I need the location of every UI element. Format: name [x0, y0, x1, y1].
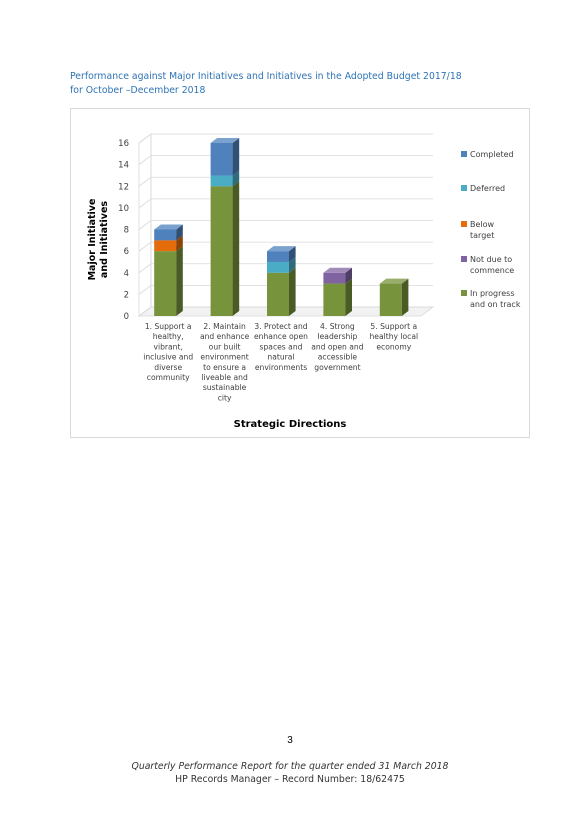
y-tick-label: 0 [124, 312, 129, 322]
legend-label: Completed [470, 150, 514, 159]
x-category-label: healthy local [369, 332, 418, 341]
x-category-label: to ensure a [203, 363, 246, 372]
chart-frame: 0 2 4 6 8 10 12 14 16 Major Initiative and Initiat… [70, 108, 530, 438]
bar-segment [267, 261, 289, 273]
y-axis-title-line: and Initiatives [99, 201, 110, 278]
bar-segment [210, 186, 233, 316]
bar-segment-side [401, 278, 409, 316]
gridline [138, 220, 433, 230]
x-category-label: economy [376, 342, 411, 351]
legend-swatch [461, 185, 467, 191]
gridline [138, 176, 433, 187]
bar-segment-top [210, 138, 240, 143]
legend-label: In progress [470, 289, 515, 298]
y-axis-title-line: Major Initiative [87, 199, 98, 281]
x-category-label: liveable and [201, 373, 248, 382]
bar-segment [210, 175, 233, 187]
bar-segment-top [267, 246, 296, 252]
legend-label: target [470, 231, 494, 240]
x-category-label: 3. Protect and [254, 322, 307, 331]
x-category-label: healthy, [153, 332, 184, 341]
x-category-label: spaces and [260, 342, 303, 351]
x-axis-title: Strategic Directions [234, 419, 347, 430]
footer-record-number: HP Records Manager – Record Number: 18/6… [175, 774, 405, 785]
x-category-label: environments [255, 363, 307, 372]
legend-swatch [461, 221, 467, 227]
bar-segment-top [323, 267, 352, 273]
bar-segment [267, 251, 289, 262]
bar-segment-side [176, 224, 183, 241]
bar-segment [154, 240, 177, 252]
bar-segment [323, 283, 346, 316]
gridline [138, 198, 433, 209]
bar-segment-side [176, 246, 183, 316]
x-category-label: diverse [154, 363, 182, 372]
legend-label: Not due to [470, 255, 512, 264]
y-tick-label: 14 [118, 161, 129, 171]
stacked-bar-chart: 0 2 4 6 8 10 12 14 16 Major Initiative and Initiat… [87, 133, 521, 430]
bar-segment [379, 283, 402, 316]
footer-report-title: Quarterly Performance Report for the qua… [131, 761, 449, 772]
legend-label: Deferred [470, 184, 505, 193]
bar-segment [267, 272, 289, 316]
x-category-label: our built [209, 342, 241, 351]
y-tick-label: 6 [124, 247, 129, 257]
x-category-label: government [314, 363, 360, 372]
bar-segment [210, 143, 233, 176]
bar-segment-side [232, 138, 240, 176]
bar-segment [323, 272, 346, 284]
x-category-label: 4. Strong [320, 322, 355, 331]
y-tick-label: 4 [124, 269, 129, 279]
bar-segment-side [289, 256, 296, 273]
legend-label: Below [470, 220, 495, 229]
legend-label: commence [470, 266, 514, 275]
bar-segment-side [289, 246, 296, 262]
x-category-label: 1. Support a [145, 322, 192, 331]
x-category-label: city [218, 393, 232, 402]
chart-heading-line-2: for October –December 2018 [70, 85, 206, 96]
page-number: 3 [287, 735, 293, 746]
x-category-label: and open and [311, 342, 364, 351]
legend-swatch [461, 290, 467, 296]
x-category-label: leadership [318, 332, 358, 341]
legend-swatch [461, 151, 467, 157]
legend-swatch [461, 256, 467, 262]
bar-segment-top [379, 278, 409, 284]
x-category-label: enhance open [254, 332, 308, 341]
x-category-label: and enhance [200, 332, 250, 341]
gridline [138, 155, 433, 165]
x-category-label: accessible [318, 353, 358, 362]
y-tick-label: 16 [118, 139, 129, 149]
x-category-label: community [147, 373, 190, 382]
y-tick-label: 8 [124, 226, 129, 236]
x-category-label: vibrant, [153, 342, 182, 351]
bar-segment-side [289, 267, 296, 316]
x-category-label: 2. Maintain [203, 322, 246, 331]
bar-segment-side [232, 170, 240, 187]
bar-segment [154, 229, 177, 241]
y-tick-label: 12 [118, 182, 129, 192]
chart-heading: Performance against Major Initiatives an… [70, 70, 510, 98]
x-category-label: sustainable [203, 383, 247, 392]
x-category-label: 5. Support a [370, 322, 417, 331]
bar-segment-side [345, 278, 352, 316]
bar-segment-side [176, 235, 183, 252]
x-category-label: environment [200, 353, 248, 362]
bar-segment [154, 251, 177, 316]
bar-segment-side [232, 181, 240, 316]
chart-heading-line-1: Performance against Major Initiatives an… [70, 71, 462, 82]
x-category-label: inclusive and [143, 353, 193, 362]
bar-segment-side [345, 267, 352, 284]
gridline [138, 133, 433, 144]
y-tick-label: 10 [118, 204, 129, 214]
x-category-label: natural [267, 353, 294, 362]
legend-label: and on track [470, 300, 521, 309]
bar-segment-top [154, 224, 183, 230]
page-footer: Quarterly Performance Report for the qua… [0, 760, 580, 786]
y-tick-label: 2 [124, 290, 129, 300]
